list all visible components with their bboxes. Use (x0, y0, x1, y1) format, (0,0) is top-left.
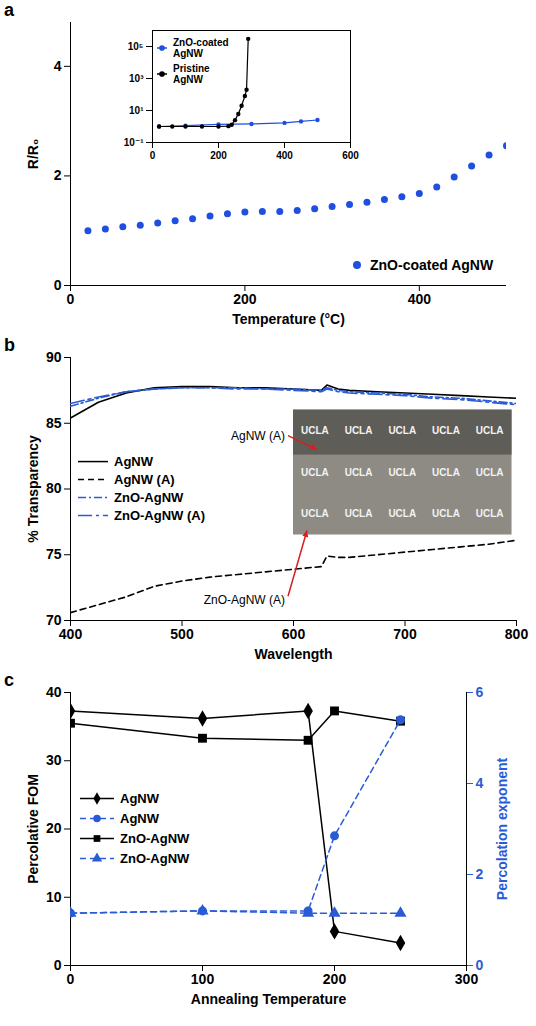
svg-text:AgNW (A): AgNW (A) (114, 472, 175, 487)
html-text:a: a (4, 0, 14, 20)
svg-text:30: 30 (46, 752, 62, 768)
svg-text:Percolation exponent: Percolation exponent (494, 757, 510, 900)
svg-text:10: 10 (46, 889, 62, 905)
svg-text:Annealing Temperature: Annealing Temperature (191, 991, 347, 1007)
svg-text:400: 400 (59, 626, 83, 642)
svg-text:UCLA: UCLA (345, 467, 373, 478)
svg-text:500: 500 (170, 626, 194, 642)
svg-text:UCLA: UCLA (476, 467, 504, 478)
svg-text:UCLA: UCLA (345, 425, 373, 436)
svg-text:0: 0 (67, 971, 75, 987)
svg-text:300: 300 (455, 971, 479, 987)
svg-text:PristineAgNW: PristineAgNW (173, 63, 210, 86)
svg-text:10³: 10³ (129, 73, 144, 84)
svg-text:ZnO-coated AgNW: ZnO-coated AgNW (370, 257, 494, 273)
svg-text:40: 40 (46, 684, 62, 700)
svg-text:UCLA: UCLA (432, 425, 460, 436)
svg-text:Temperature (°C): Temperature (°C) (232, 311, 345, 327)
svg-text:% Transparency: % Transparency (25, 435, 41, 543)
svg-text:70: 70 (45, 612, 62, 628)
svg-text:100: 100 (191, 971, 215, 987)
svg-text:AgNW (A): AgNW (A) (231, 429, 285, 443)
svg-text:UCLA: UCLA (388, 425, 416, 436)
svg-text:600: 600 (342, 150, 359, 161)
svg-text:0: 0 (54, 957, 62, 973)
svg-text:AgNW: AgNW (120, 811, 160, 826)
svg-text:6: 6 (476, 684, 484, 700)
svg-text:ZnO-AgNW: ZnO-AgNW (120, 831, 190, 846)
svg-text:UCLA: UCLA (388, 508, 416, 519)
svg-text:2: 2 (54, 167, 62, 183)
svg-text:AgNW: AgNW (114, 454, 154, 469)
svg-text:0: 0 (150, 150, 156, 161)
svg-text:400: 400 (276, 150, 293, 161)
svg-text:UCLA: UCLA (476, 508, 504, 519)
svg-text:ZnO-coatedAgNW: ZnO-coatedAgNW (173, 37, 229, 60)
svg-text:10¹: 10¹ (129, 105, 144, 116)
svg-text:700: 700 (393, 626, 417, 642)
svg-text:R/R₀: R/R₀ (25, 139, 41, 169)
svg-text:90: 90 (46, 349, 62, 365)
svg-text:200: 200 (233, 291, 257, 307)
svg-text:UCLA: UCLA (432, 508, 460, 519)
svg-text:UCLA: UCLA (388, 467, 416, 478)
svg-text:ZnO-AgNW: ZnO-AgNW (120, 851, 190, 866)
svg-text:UCLA: UCLA (432, 467, 460, 478)
svg-text:0: 0 (54, 277, 62, 293)
svg-text:10⁻¹: 10⁻¹ (124, 137, 144, 148)
svg-text:600: 600 (282, 626, 306, 642)
svg-text:4: 4 (54, 58, 62, 74)
svg-text:75: 75 (46, 546, 62, 562)
svg-text:2: 2 (476, 866, 484, 882)
svg-text:200: 200 (210, 150, 227, 161)
svg-text:Wavelength: Wavelength (254, 646, 332, 662)
svg-text:UCLA: UCLA (476, 425, 504, 436)
svg-text:AgNW: AgNW (120, 791, 160, 806)
svg-text:200: 200 (323, 971, 347, 987)
svg-text:Percolative FOM: Percolative FOM (25, 774, 41, 884)
svg-text:80: 80 (46, 480, 62, 496)
svg-text:400: 400 (408, 291, 432, 307)
svg-text:ZnO-AgNW (A): ZnO-AgNW (A) (204, 593, 285, 607)
html-text:c: c (4, 670, 14, 690)
svg-text:UCLA: UCLA (301, 508, 329, 519)
svg-text:ZnO-AgNW: ZnO-AgNW (114, 490, 184, 505)
svg-text:20: 20 (46, 820, 62, 836)
svg-text:85: 85 (46, 415, 62, 431)
svg-text:UCLA: UCLA (301, 425, 329, 436)
svg-text:800: 800 (505, 626, 529, 642)
svg-text:UCLA: UCLA (345, 508, 373, 519)
svg-text:0: 0 (476, 957, 484, 973)
svg-text:10⁵: 10⁵ (128, 41, 144, 52)
html-text:b: b (4, 335, 15, 355)
svg-text:0: 0 (67, 291, 75, 307)
svg-text:ZnO-AgNW (A): ZnO-AgNW (A) (114, 508, 205, 523)
svg-text:UCLA: UCLA (301, 467, 329, 478)
svg-text:4: 4 (476, 775, 484, 791)
